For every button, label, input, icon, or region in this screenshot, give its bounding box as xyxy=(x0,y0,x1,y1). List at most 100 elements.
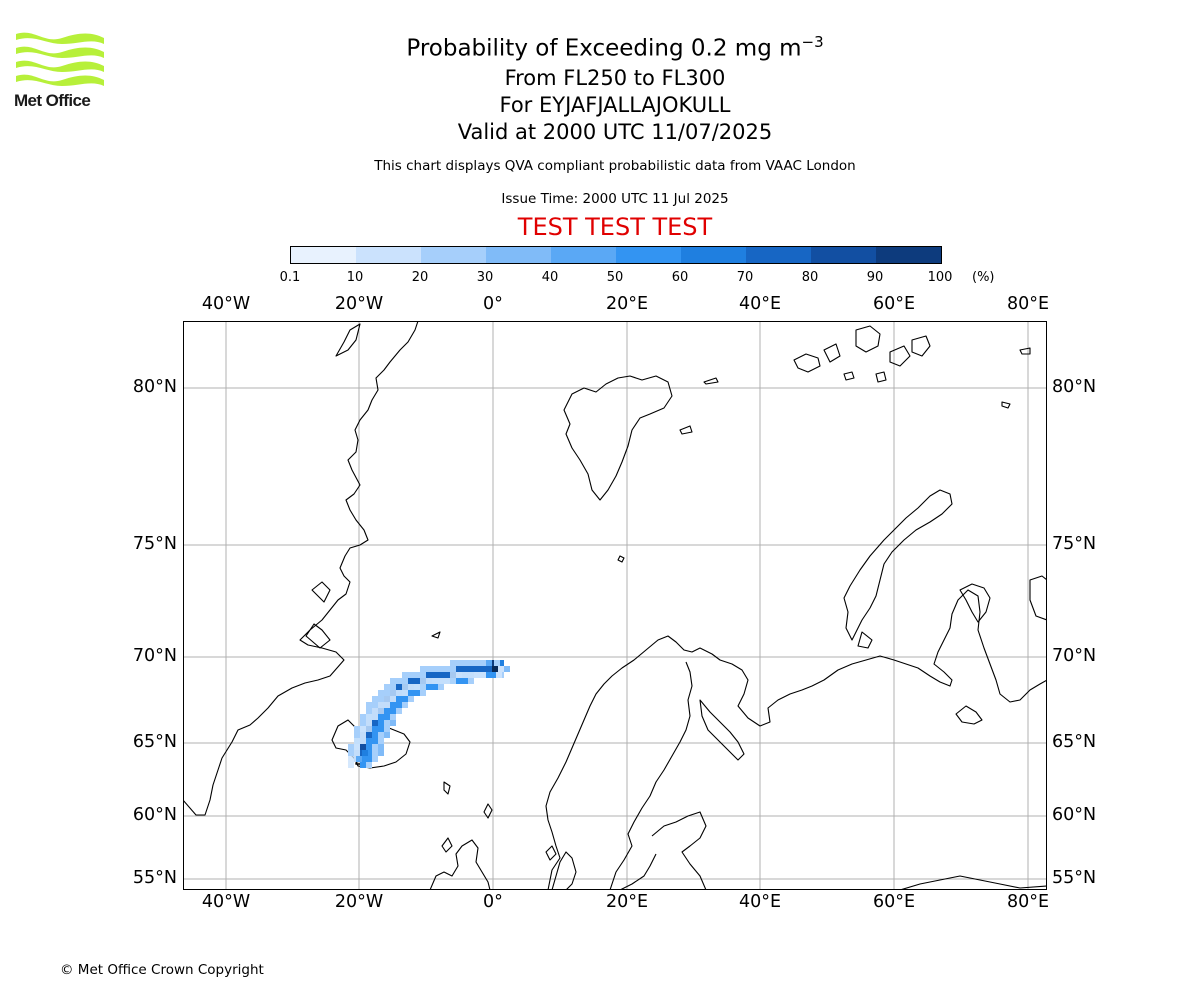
longitude-label: 20°W xyxy=(334,892,384,912)
latitude-label: 70°N xyxy=(132,646,177,666)
plume-cell xyxy=(348,762,354,768)
plume-cell xyxy=(360,726,366,732)
plume-cell xyxy=(462,666,468,672)
chart-title: Probability of Exceeding 0.2 mg m−3 xyxy=(0,26,1200,65)
plume-cell xyxy=(420,684,426,690)
plume-cell xyxy=(356,756,362,762)
plume-cell xyxy=(426,684,432,690)
latitude-label: 75°N xyxy=(1052,534,1097,554)
colorbar-cell xyxy=(616,247,681,263)
baltic-coast xyxy=(609,661,707,889)
map-frame xyxy=(183,321,1047,890)
graticule xyxy=(184,322,1046,889)
plume-cell xyxy=(450,672,456,678)
ash-plume xyxy=(348,660,510,768)
plume-cell xyxy=(432,666,438,672)
plume-cell xyxy=(474,666,480,672)
plume-cell xyxy=(468,666,474,672)
colorbar-cells xyxy=(290,246,942,264)
plume-cell xyxy=(462,672,468,678)
plume-cell xyxy=(360,762,366,768)
plume-cell xyxy=(456,666,462,672)
plume-cell xyxy=(474,660,480,666)
latitude-label: 70°N xyxy=(1052,646,1097,666)
colorbar-cell xyxy=(291,247,356,263)
uk-coast xyxy=(429,839,491,889)
copyright-notice: © Met Office Crown Copyright xyxy=(60,962,264,978)
plume-cell xyxy=(480,660,486,666)
met-office-logo: Met Office xyxy=(14,30,124,116)
plume-cell xyxy=(378,714,384,720)
plume-cell xyxy=(384,684,390,690)
plume-cell xyxy=(366,732,372,738)
colorbar-cell xyxy=(811,247,876,263)
plume-cell xyxy=(496,672,502,678)
plume-cell xyxy=(384,708,390,714)
longitude-label: 20°W xyxy=(334,294,384,314)
plume-cell xyxy=(354,738,360,744)
plume-cell xyxy=(414,672,420,678)
plume-cell xyxy=(366,726,372,732)
scandinavia-coast xyxy=(545,589,1046,889)
colorbar-tick-label: 90 xyxy=(866,270,884,285)
greenland-coast xyxy=(184,322,419,816)
plume-cell xyxy=(402,684,408,690)
plume-cell xyxy=(432,678,438,684)
plume-cell xyxy=(420,666,426,672)
plume-cell xyxy=(444,678,450,684)
plume-cell xyxy=(378,744,384,750)
plume-cell xyxy=(366,750,372,756)
chart-title-superscript: −3 xyxy=(801,33,824,51)
plume-cell xyxy=(360,732,366,738)
plume-cell xyxy=(372,744,378,750)
plume-cell xyxy=(390,702,396,708)
plume-cell xyxy=(402,696,408,702)
plume-cell xyxy=(486,666,492,672)
colorbar-cell xyxy=(421,247,486,263)
plume-cell xyxy=(378,690,384,696)
latitude-label: 55°N xyxy=(1052,868,1097,888)
plume-cell xyxy=(408,672,414,678)
plume-cell xyxy=(378,750,384,756)
plume-cell xyxy=(378,720,384,726)
plume-cell xyxy=(504,666,510,672)
plume-cell xyxy=(444,666,450,672)
plume-cell xyxy=(378,702,384,708)
plume-cell xyxy=(372,702,378,708)
plume-cell xyxy=(402,678,408,684)
plume-cell xyxy=(384,726,390,732)
latitude-label: 80°N xyxy=(132,377,177,397)
plume-cell xyxy=(366,744,372,750)
plume-cell xyxy=(420,690,426,696)
plume-cell xyxy=(384,720,390,726)
plume-cell xyxy=(348,750,354,756)
plume-cell xyxy=(486,672,492,678)
plume-cell xyxy=(396,690,402,696)
colorbar-tick-label: 40 xyxy=(541,270,559,285)
plume-cell xyxy=(438,666,444,672)
plume-cell xyxy=(390,708,396,714)
colorbar-cell xyxy=(551,247,616,263)
plume-cell xyxy=(362,750,368,756)
title-block: Probability of Exceeding 0.2 mg m−3 From… xyxy=(0,26,1200,146)
latitude-label: 55°N xyxy=(132,868,177,888)
colorbar-tick-label: 100 xyxy=(927,270,953,285)
longitude-label: 0° xyxy=(483,294,503,314)
plume-cell xyxy=(396,708,402,714)
latitude-label: 65°N xyxy=(132,732,177,752)
plume-cell xyxy=(354,732,360,738)
colorbar-tick-label: 60 xyxy=(671,270,689,285)
plume-cell xyxy=(384,714,390,720)
met-office-logo-waves xyxy=(16,32,104,86)
plume-cell xyxy=(408,678,414,684)
novaya-zemlya-coast xyxy=(843,489,953,641)
plume-cell xyxy=(450,666,456,672)
plume-cell xyxy=(390,714,396,720)
plume-cell xyxy=(414,684,420,690)
latitude-label: 60°N xyxy=(1052,805,1097,825)
plume-cell xyxy=(396,696,402,702)
longitude-label: 80°E xyxy=(1006,892,1050,912)
met-office-logo-text: Met Office xyxy=(14,91,91,110)
plume-cell xyxy=(372,714,378,720)
longitude-label: 40°W xyxy=(201,892,251,912)
